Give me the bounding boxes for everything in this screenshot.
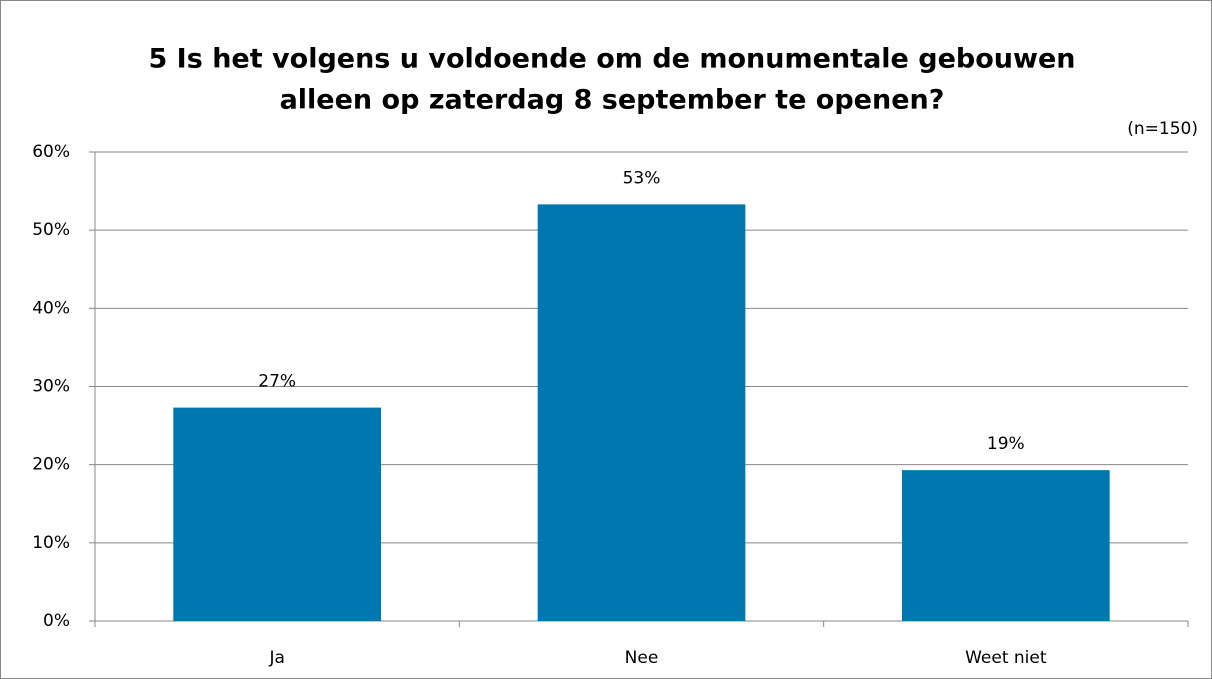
y-tick-label: 60% [32, 142, 70, 162]
bar [537, 204, 746, 621]
y-tick-label: 20% [32, 455, 70, 475]
x-tick-label: Ja [268, 648, 284, 668]
y-tick-label: 30% [32, 377, 70, 397]
y-tick-label: 10% [32, 533, 70, 553]
y-tick-label: 50% [32, 220, 70, 240]
y-tick-label: 40% [32, 298, 70, 318]
x-tick-label: Nee [625, 648, 659, 668]
bar [901, 470, 1110, 621]
data-label: 53% [623, 168, 661, 188]
data-label: 19% [987, 434, 1025, 454]
chart-title: 5 Is het volgens u voldoende om de monum… [149, 44, 1076, 75]
annotation: (n=150) [1127, 119, 1198, 139]
x-tick-label: Weet niet [965, 648, 1047, 668]
chart-title: alleen op zaterdag 8 september te openen… [280, 85, 945, 116]
bar [173, 407, 382, 621]
data-label: 27% [258, 372, 296, 392]
y-tick-label: 0% [43, 611, 70, 631]
